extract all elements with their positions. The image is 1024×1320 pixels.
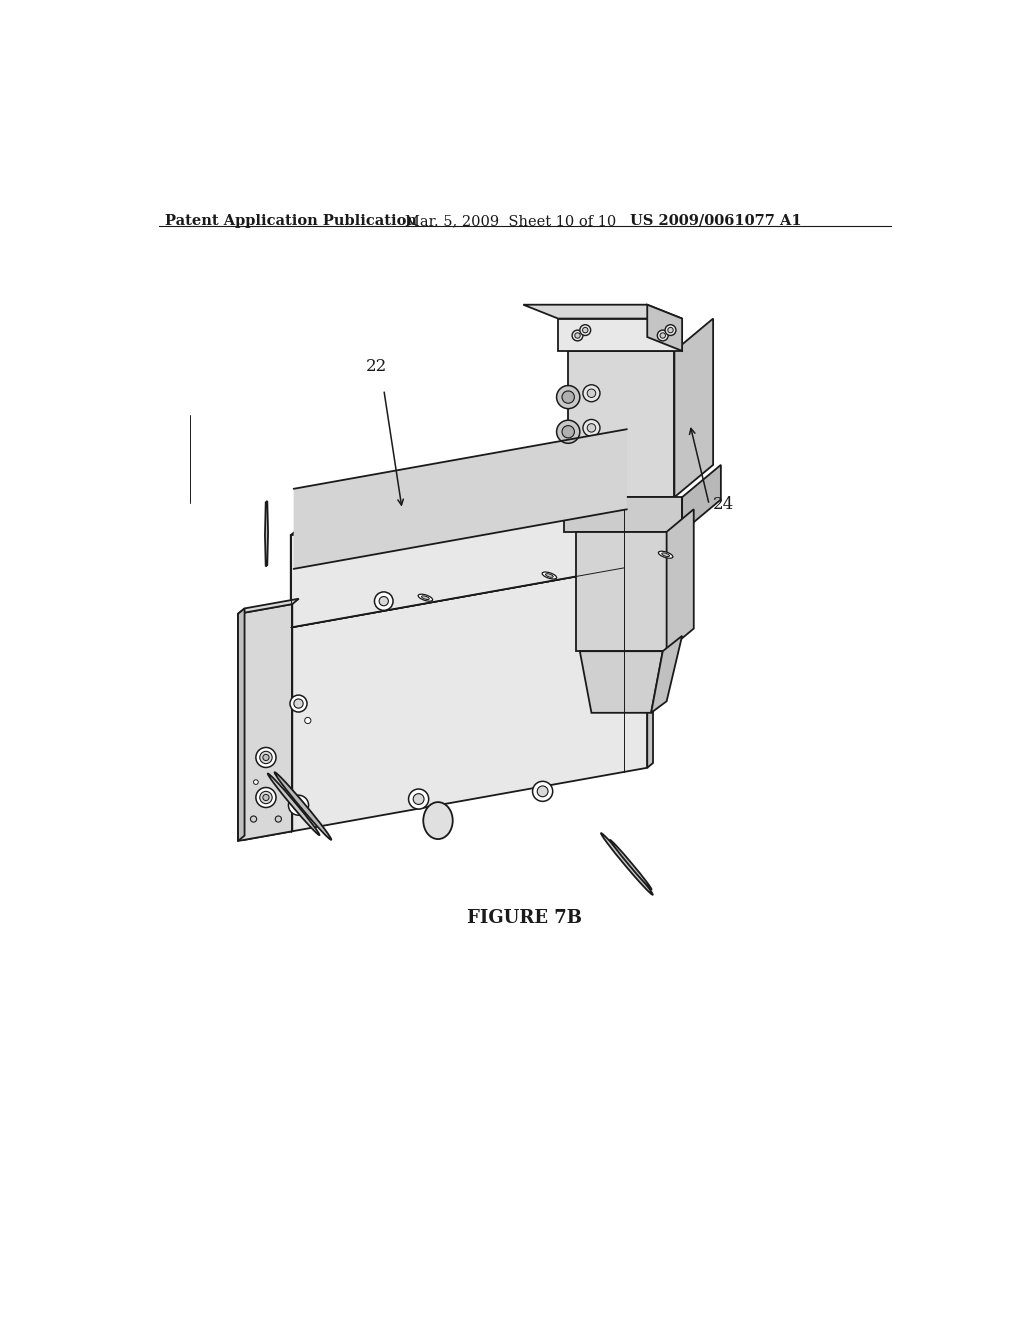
Text: 24: 24: [713, 496, 734, 513]
Circle shape: [557, 385, 580, 409]
Circle shape: [251, 816, 257, 822]
Text: Patent Application Publication: Patent Application Publication: [165, 214, 417, 228]
Circle shape: [290, 696, 307, 711]
Circle shape: [260, 751, 272, 763]
Circle shape: [414, 793, 424, 804]
Circle shape: [583, 420, 600, 437]
Circle shape: [538, 785, 548, 797]
Polygon shape: [682, 465, 721, 532]
Polygon shape: [294, 429, 627, 569]
Ellipse shape: [274, 772, 332, 840]
Circle shape: [256, 747, 276, 767]
Circle shape: [275, 816, 282, 822]
Ellipse shape: [542, 572, 557, 579]
Circle shape: [572, 330, 583, 341]
Polygon shape: [523, 305, 682, 318]
Ellipse shape: [422, 595, 429, 599]
Circle shape: [289, 795, 308, 816]
Circle shape: [263, 795, 269, 800]
Polygon shape: [238, 605, 292, 841]
Polygon shape: [624, 471, 630, 568]
Ellipse shape: [610, 840, 651, 890]
Circle shape: [574, 333, 581, 338]
Polygon shape: [564, 498, 682, 532]
Circle shape: [660, 333, 666, 338]
Ellipse shape: [546, 574, 553, 577]
Polygon shape: [558, 318, 682, 351]
Circle shape: [665, 325, 676, 335]
Polygon shape: [238, 599, 299, 614]
Polygon shape: [265, 502, 268, 566]
Circle shape: [294, 700, 303, 708]
Text: 22: 22: [366, 358, 387, 375]
Polygon shape: [291, 475, 624, 627]
Circle shape: [260, 792, 272, 804]
Circle shape: [562, 425, 574, 438]
Circle shape: [562, 391, 574, 404]
Circle shape: [587, 389, 596, 397]
Text: Mar. 5, 2009  Sheet 10 of 10: Mar. 5, 2009 Sheet 10 of 10: [406, 214, 616, 228]
Circle shape: [532, 781, 553, 801]
Ellipse shape: [418, 594, 432, 601]
Circle shape: [587, 424, 596, 432]
Circle shape: [379, 597, 388, 606]
Polygon shape: [291, 471, 630, 535]
Polygon shape: [667, 510, 693, 651]
Circle shape: [305, 718, 311, 723]
Ellipse shape: [423, 803, 453, 840]
Circle shape: [583, 384, 600, 401]
Ellipse shape: [267, 774, 319, 836]
Polygon shape: [647, 305, 682, 351]
Polygon shape: [238, 609, 245, 841]
Circle shape: [375, 591, 393, 610]
Ellipse shape: [662, 553, 670, 557]
Circle shape: [580, 325, 591, 335]
Circle shape: [668, 327, 673, 333]
Polygon shape: [647, 558, 653, 768]
Circle shape: [657, 330, 669, 341]
Polygon shape: [575, 532, 667, 651]
Text: US 2009/0061077 A1: US 2009/0061077 A1: [630, 214, 802, 228]
Polygon shape: [580, 651, 663, 713]
Ellipse shape: [658, 552, 673, 558]
Polygon shape: [568, 351, 675, 498]
Circle shape: [293, 800, 304, 810]
Polygon shape: [245, 558, 653, 636]
Circle shape: [409, 789, 429, 809]
Ellipse shape: [601, 833, 652, 895]
Text: FIGURE 7B: FIGURE 7B: [467, 909, 583, 927]
Polygon shape: [651, 636, 682, 713]
Circle shape: [557, 420, 580, 444]
Circle shape: [583, 327, 588, 333]
Circle shape: [254, 780, 258, 784]
Polygon shape: [245, 631, 250, 840]
Polygon shape: [245, 564, 647, 840]
Circle shape: [256, 788, 276, 808]
Polygon shape: [675, 318, 713, 498]
Circle shape: [263, 755, 269, 760]
